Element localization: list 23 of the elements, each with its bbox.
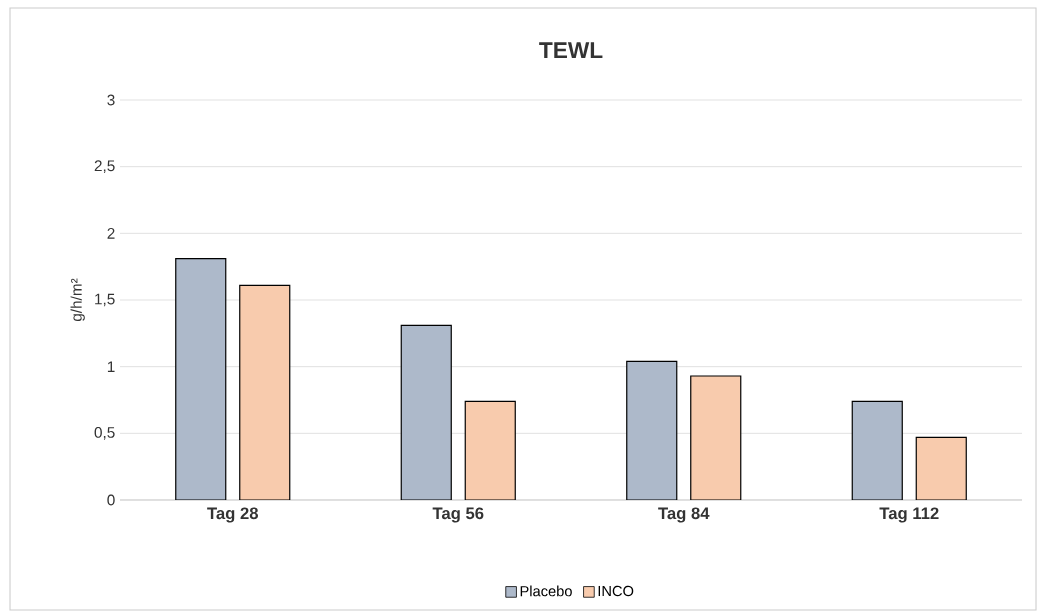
- y-tick-label: 1,5: [95, 293, 115, 307]
- bar: [400, 324, 452, 500]
- bar: [851, 400, 903, 500]
- legend-label: INCO: [598, 585, 634, 597]
- y-tick-label: 2,5: [94, 160, 115, 173]
- bar: [239, 284, 291, 500]
- x-tick-label: Tag 56: [432, 507, 484, 523]
- y-axis-title: g/h/m²: [70, 278, 85, 322]
- bar: [464, 400, 516, 500]
- y-tick-label: 0: [107, 494, 115, 506]
- x-tick-label: Tag 84: [658, 507, 710, 523]
- x-tick-label: Tag 28: [207, 507, 259, 523]
- bar: [626, 360, 678, 500]
- y-tick-label: 3: [107, 94, 115, 106]
- y-tick-label: 0,5: [94, 427, 115, 440]
- legend-label: Placebo: [520, 585, 572, 597]
- bar: [175, 258, 227, 500]
- y-tick-label: 1: [107, 361, 115, 372]
- bar: [915, 436, 967, 500]
- chart-title: TEWL: [539, 42, 603, 58]
- x-tick-label: Tag 112: [879, 507, 939, 523]
- y-tick-label: 2: [107, 227, 115, 239]
- bar: [690, 375, 742, 500]
